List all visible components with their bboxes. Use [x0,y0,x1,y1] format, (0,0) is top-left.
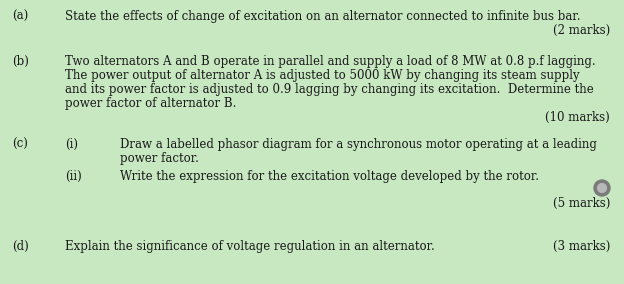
Text: (i): (i) [65,138,78,151]
Text: (5 marks): (5 marks) [553,197,610,210]
Text: (b): (b) [12,55,29,68]
Circle shape [594,180,610,196]
Text: (ii): (ii) [65,170,82,183]
Text: (c): (c) [12,138,28,151]
Text: (d): (d) [12,240,29,253]
Text: Write the expression for the excitation voltage developed by the rotor.: Write the expression for the excitation … [120,170,539,183]
Text: power factor.: power factor. [120,152,199,165]
Text: (10 marks): (10 marks) [545,111,610,124]
Text: power factor of alternator B.: power factor of alternator B. [65,97,236,110]
Text: (2 marks): (2 marks) [553,24,610,37]
Text: (3 marks): (3 marks) [553,240,610,253]
Text: Two alternators A and B operate in parallel and supply a load of 8 MW at 0.8 p.f: Two alternators A and B operate in paral… [65,55,596,68]
Text: The power output of alternator A is adjusted to 5000 kW by changing its steam su: The power output of alternator A is adju… [65,69,580,82]
Circle shape [598,183,607,192]
Text: Explain the significance of voltage regulation in an alternator.: Explain the significance of voltage regu… [65,240,435,253]
Text: and its power factor is adjusted to 0.9 lagging by changing its excitation.  Det: and its power factor is adjusted to 0.9 … [65,83,594,96]
Text: (a): (a) [12,10,28,23]
Text: Draw a labelled phasor diagram for a synchronous motor operating at a leading: Draw a labelled phasor diagram for a syn… [120,138,597,151]
Text: State the effects of change of excitation on an alternator connected to infinite: State the effects of change of excitatio… [65,10,580,23]
